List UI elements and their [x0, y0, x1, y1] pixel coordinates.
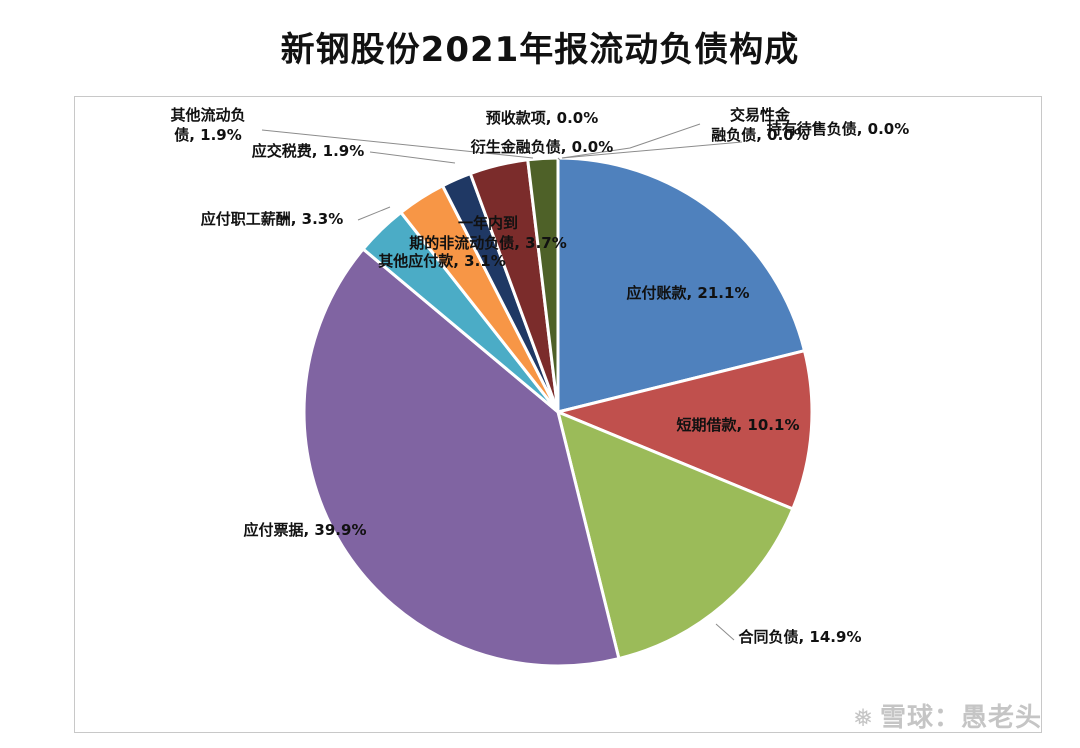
data-label: 短期借款, 10.1%	[677, 416, 800, 434]
leader-line	[261, 129, 534, 159]
data-label: 持有待售负债, 0.0%	[767, 120, 910, 138]
leader-line	[561, 123, 701, 159]
pie-slice	[555, 409, 795, 661]
data-label: 衍生金融负债, 0.0%	[470, 138, 614, 156]
leader-line	[557, 157, 561, 161]
pie-slice	[553, 348, 814, 511]
snowball-logo-icon: ❅	[852, 704, 874, 732]
leader-line	[715, 623, 735, 641]
data-labels: 应付账款, 21.1% 短期借款, 10.1% 合同负债, 14.9% 应付票据, 3…	[170, 106, 909, 646]
data-label: 预收款项, 0.0%	[486, 109, 599, 127]
pie-slice	[526, 156, 560, 413]
data-label: 合同负债, 14.9%	[738, 628, 862, 646]
watermark: ❅ 雪球：愚老头	[853, 697, 1042, 734]
leader-line	[357, 206, 391, 221]
data-label: 其他流动负债, 1.9%	[170, 106, 245, 144]
leader-line	[561, 141, 743, 159]
data-label: 应付账款, 21.1%	[627, 284, 750, 302]
data-label: 其他应付款, 3.1%	[378, 252, 506, 270]
watermark-separator: ：	[933, 703, 961, 733]
data-label: 一年内到期的非流动负债, 3.7%	[409, 214, 567, 252]
plot-frame	[74, 96, 1042, 733]
pie-slices	[302, 156, 814, 668]
watermark-brand: 雪球	[879, 703, 934, 733]
chart-title: 新钢股份2021年报流动负债构成	[280, 30, 800, 70]
leader-line	[369, 151, 456, 164]
pie-slice	[302, 246, 621, 668]
data-label: 应交税费, 1.9%	[252, 142, 365, 160]
watermark-author: 愚老头	[960, 703, 1042, 733]
data-label: 交易性金融负债, 0.0%	[711, 106, 809, 144]
data-label: 应付职工薪酬, 3.3%	[201, 210, 344, 228]
pie-slice	[556, 156, 807, 414]
data-label: 应付票据, 39.9%	[244, 521, 367, 539]
leader-lines	[261, 123, 743, 641]
